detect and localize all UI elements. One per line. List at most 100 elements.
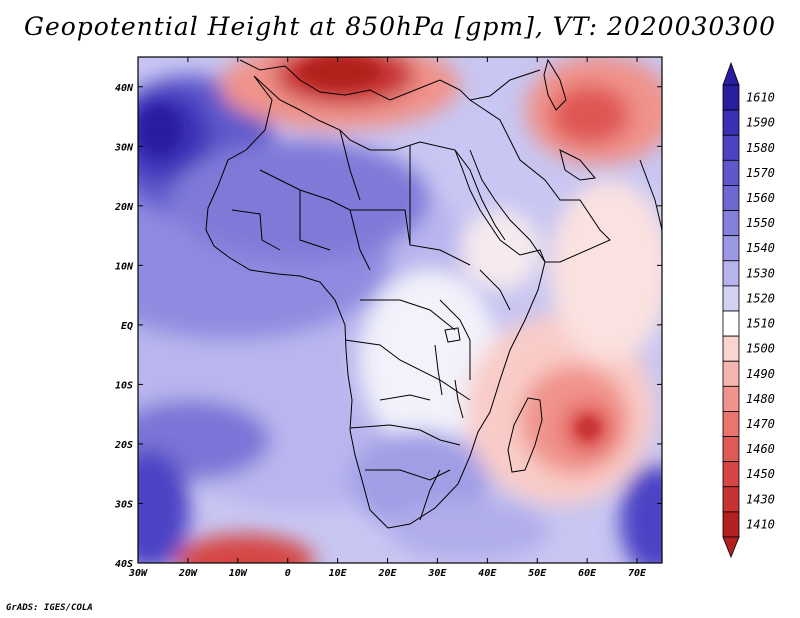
field-core [300, 57, 380, 88]
x-tick-label: 0 [285, 568, 291, 579]
arabia-coast [469, 99, 611, 263]
red-sea [454, 149, 506, 241]
colorbar-label: 1590 [746, 116, 775, 130]
india-coast [639, 159, 662, 231]
colorbar-label: 1500 [746, 342, 775, 356]
height-field [138, 57, 662, 563]
border [344, 339, 471, 401]
colorbar-swatch [722, 310, 740, 337]
field-blob [390, 500, 550, 560]
lake-tanganyika [434, 344, 443, 396]
colorbar-label: 1490 [746, 367, 775, 381]
colorbar-swatch [722, 134, 740, 161]
field-blob [550, 180, 662, 360]
y-tick-label: 40N [115, 83, 134, 94]
border [299, 190, 331, 251]
colorbar-label: 1480 [746, 392, 775, 406]
colorbar-swatch [722, 411, 740, 437]
madagascar [507, 397, 543, 473]
y-tick-label: 10N [115, 261, 134, 272]
field-core [576, 416, 600, 440]
colorbar-label: 1610 [746, 91, 775, 105]
x-axis: 30W 20W 10W 0 10E 20E 30E 40E 50E 60E 70E [128, 57, 647, 579]
caspian [543, 58, 567, 111]
y-tick-label: EQ [121, 321, 133, 332]
y-tick-label: 20S [114, 440, 133, 451]
field-blob [360, 270, 500, 450]
y-axis: 40N 30N 20N 10N EQ 10S 20S 30S 40S [114, 83, 662, 570]
colorbar-swatch [722, 461, 740, 488]
colorbar-label: 1540 [746, 241, 775, 255]
colorbar-label: 1510 [746, 317, 775, 331]
colorbar-swatch [722, 285, 740, 312]
x-tick-label: 10W [229, 568, 248, 579]
coastlines [205, 58, 662, 529]
colorbar-swatch [722, 210, 740, 237]
colorbar-label: 1560 [746, 191, 775, 205]
colorbar-swatch [722, 486, 740, 513]
colorbar-swatch [722, 109, 740, 136]
border [365, 469, 451, 481]
x-tick-label: 40E [478, 568, 497, 579]
europe-coast [239, 59, 541, 101]
colorbar-label: 1550 [746, 216, 775, 230]
field-blob [620, 465, 662, 563]
border [339, 129, 361, 201]
border [259, 169, 371, 271]
x-tick-label: 70E [628, 568, 647, 579]
colorbar-label: 1470 [746, 417, 775, 431]
x-tick-label: 30W [128, 568, 148, 579]
y-tick-label: 30S [114, 499, 133, 510]
field-blob [550, 85, 630, 145]
border [419, 469, 441, 521]
colorbar-top-arrow [722, 61, 740, 86]
colorbar-swatch [722, 84, 740, 111]
map-title: Geopotential Height at 850hPa [gpm], VT:… [23, 12, 777, 41]
colorbar-swatch [722, 335, 740, 362]
x-tick-label: 50E [528, 568, 547, 579]
border [379, 394, 431, 401]
field-blob [138, 450, 190, 563]
x-tick-label: 10E [329, 568, 348, 579]
y-tick-label: 20N [114, 202, 134, 213]
africa-coast [205, 75, 546, 529]
persian-gulf [559, 149, 596, 181]
colorbar-label: 1430 [746, 492, 775, 506]
field-blob [175, 534, 315, 563]
grads-footer: GrADS: IGES/COLA [6, 603, 93, 613]
border [349, 424, 461, 446]
y-tick-label: 40S [115, 559, 133, 570]
border [231, 209, 281, 251]
colorbar-label: 1570 [746, 166, 775, 180]
colorbar-label: 1520 [746, 291, 775, 305]
colorbar-swatch [722, 385, 740, 412]
colorbar-label: 1580 [746, 141, 775, 155]
colorbar-swatch [722, 436, 740, 463]
border [350, 209, 411, 246]
x-tick-label: 60E [578, 568, 597, 579]
colorbar-swatch [722, 260, 740, 287]
lake-malawi [454, 379, 464, 419]
y-tick-label: 30N [114, 142, 134, 153]
field-blob [138, 400, 270, 480]
border [409, 145, 471, 266]
border [439, 299, 471, 380]
y-tick-label: 10S [115, 380, 133, 391]
colorbar-swatch [722, 235, 740, 262]
colorbar-label: 1410 [746, 517, 775, 531]
plot-frame [137, 56, 663, 564]
colorbar-swatch [722, 511, 740, 538]
colorbar: 1610 1590 1580 1570 1560 1550 1540 1530 1520 1510… [722, 61, 775, 559]
colorbar-swatch [722, 360, 740, 387]
lake-victoria [444, 327, 461, 343]
border [360, 299, 456, 331]
colorbar-bottom-arrow [722, 536, 740, 559]
colorbar-label: 1530 [746, 266, 775, 280]
colorbar-label: 1450 [746, 467, 775, 481]
x-tick-label: 20E [377, 568, 397, 579]
colorbar-label: 1460 [746, 442, 775, 456]
border [479, 269, 511, 311]
field-blob [460, 210, 540, 290]
colorbar-swatch [722, 159, 740, 186]
